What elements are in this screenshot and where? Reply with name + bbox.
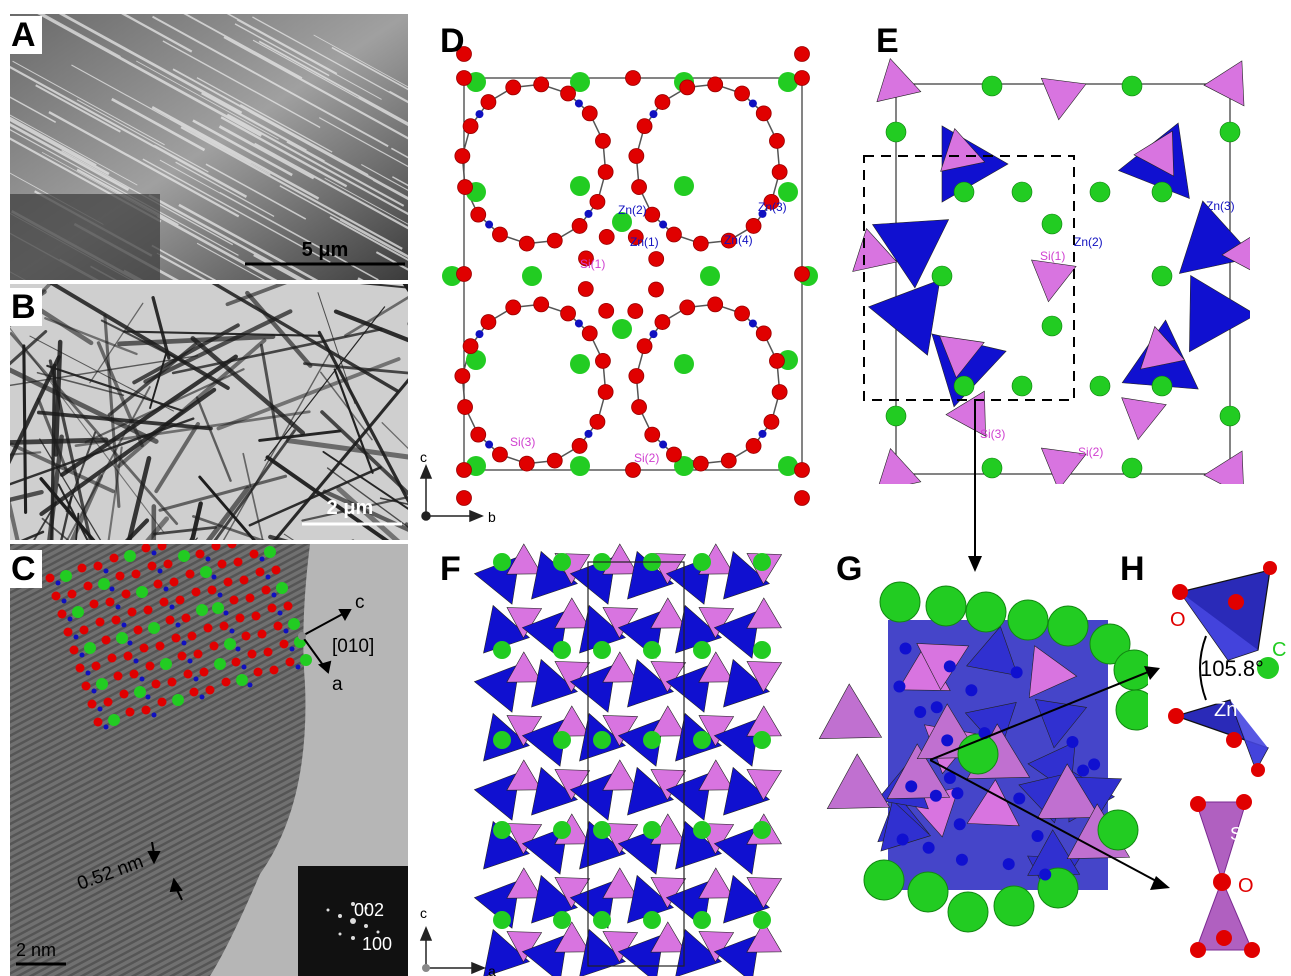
site-label-si1-e: Si(1) (1040, 249, 1065, 263)
scale-bar-a-label: 5 μm (302, 239, 349, 261)
structure-e: Zn(2) Zn(3) Si(1) Si(2) Si(3) (852, 58, 1250, 484)
axis-c-label-c: c (355, 592, 365, 613)
tem-micrograph-b: 2 μm (10, 284, 408, 540)
site-label-si3-e: Si(3) (980, 427, 1005, 441)
site-label-zn3-e: Zn(3) (1206, 199, 1235, 213)
axis-a-label-c: a (332, 674, 343, 695)
site-label-zn1-d: Zn(1) (630, 235, 659, 249)
panel-a-label: A (8, 16, 42, 54)
scale-bar-c-label: 2 nm (16, 940, 56, 960)
zone-axis-label: [010] (332, 636, 374, 657)
panel-g-label: G (836, 550, 863, 588)
oxygen-bridge-label-h: O (1238, 875, 1254, 897)
panel-e-label: E (876, 22, 899, 60)
structure-f: c a (419, 543, 783, 976)
panel-b-tem-image: 2 μm (10, 284, 408, 540)
zn-label-h: Zn (1214, 699, 1237, 721)
panel-c-hrtem-image: c a [010] 0.52 nm 002 100 2 nm (10, 544, 408, 976)
axis-a-label-f: a (488, 963, 496, 976)
cl-label-h: C (1272, 639, 1286, 661)
site-label-si1-d: Si(1) (580, 257, 605, 271)
site-label-zn2-d: Zn(2) (618, 203, 647, 217)
panel-d-label: D (440, 22, 465, 60)
site-label-si3-d: Si(3) (510, 435, 535, 449)
panel-g-cluster-detail (818, 540, 1148, 976)
fft-label-100: 100 (362, 934, 392, 954)
axis-b-label-d: b (488, 509, 496, 525)
axis-c-label-f: c (420, 905, 427, 921)
arrow-e-to-g (968, 400, 982, 572)
structure-g (818, 581, 1148, 933)
panel-f-polyhedral-structure: c a (412, 540, 822, 976)
arrows-g-to-h (930, 666, 1170, 890)
structure-d: Zn(2) Zn(1) Zn(3) Zn(4) Si(1) Si(2) Si(3… (419, 46, 818, 525)
site-label-zn4-d: Zn(4) (724, 233, 753, 247)
site-label-zn3-d: Zn(3) (758, 200, 787, 214)
angle-label-h: 105.8° (1200, 656, 1264, 681)
scale-bar-b-label: 2 μm (327, 497, 374, 519)
fft-label-002: 002 (354, 900, 384, 920)
panel-c-label: C (8, 550, 42, 588)
panel-h-label: H (1120, 550, 1145, 588)
structure-h: O C 105.8° Zn Si O (1168, 561, 1286, 958)
site-label-zn2-e: Zn(2) (1074, 235, 1103, 249)
site-label-si2-d: Si(2) (634, 451, 659, 465)
panel-f-label: F (440, 550, 461, 588)
si-label-h: Si (1230, 824, 1246, 844)
panel-e-polyhedral-structure: Zn(2) Zn(3) Si(1) Si(2) Si(3) (852, 14, 1250, 484)
hrtem-micrograph-c: c a [010] 0.52 nm 002 100 2 nm (10, 544, 408, 976)
axis-c-label-d: c (420, 449, 427, 465)
panel-h-coordination: O C 105.8° Zn Si O (1110, 540, 1291, 976)
site-label-si2-e: Si(2) (1078, 445, 1103, 459)
panel-b-label: B (8, 288, 42, 326)
panel-a-sem-image: 5 μm (10, 14, 408, 280)
panel-d-ball-stick-structure: Zn(2) Zn(1) Zn(3) Zn(4) Si(1) Si(2) Si(3… (412, 14, 842, 534)
sem-micrograph-a: 5 μm (10, 14, 408, 280)
oxygen-label-h: O (1170, 609, 1186, 631)
